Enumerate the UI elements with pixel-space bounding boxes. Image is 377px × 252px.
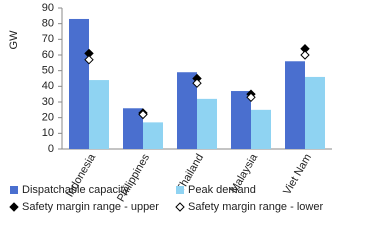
legend-label: Dispatchable capacity [22,184,130,196]
y-tick-label: 40 [42,80,54,92]
y-tick-label: 90 [42,2,54,14]
marker [192,78,202,88]
y-axis-label: GW [8,30,20,50]
legend-label: Peak demand [188,184,256,196]
y-tick-label: 50 [42,65,54,77]
legend-swatch [9,202,19,212]
bar [143,122,163,149]
legend-label: Safety margin range - lower [188,201,323,213]
y-tick-label: 0 [48,143,54,155]
legend-swatch [175,202,185,212]
marker [84,54,94,65]
bar [251,109,271,149]
y-tick-label: 70 [42,33,54,45]
bar [69,18,89,149]
marker [300,50,310,60]
bar [231,91,251,149]
x-tick-label: Philippines [115,152,152,205]
y-tick-label: 60 [42,49,54,61]
y-tick-label: 10 [42,127,54,139]
bar [89,80,109,149]
bar [177,72,197,149]
legend-swatch [176,186,184,194]
bar [285,61,305,150]
y-tick-label: 30 [42,96,54,108]
marker [138,109,148,120]
bar [305,76,325,149]
marker [246,92,256,103]
legend-swatch [10,186,18,194]
y-tick-label: 80 [42,18,54,30]
x-tick-label: Viet Nam [281,152,314,197]
bar [197,98,217,149]
legend-label: Safety margin range - upper [22,201,159,213]
bar [123,108,143,149]
y-tick-label: 20 [42,112,54,124]
